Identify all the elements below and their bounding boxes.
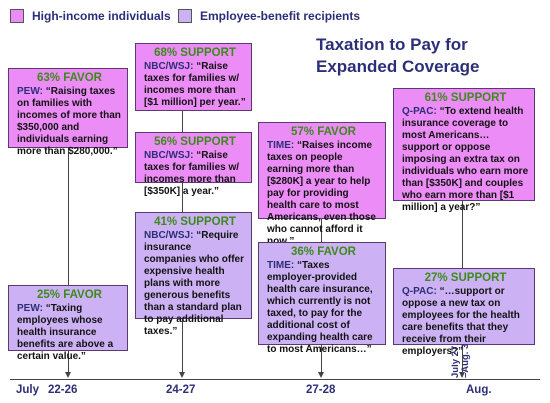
poll-question: “Require insurance companies who offer e…	[144, 230, 245, 337]
connector-line-pew	[68, 147, 69, 285]
poll-question: “Raise taxes for families w/ incomes mor…	[144, 61, 246, 108]
poll-source: NBC/WSJ:	[144, 150, 194, 161]
poll-result: 63% FAVOR	[37, 72, 102, 84]
poll-result: 41% SUPPORT	[154, 216, 236, 228]
poll-question: “Raises income taxes on people earning m…	[267, 140, 376, 247]
arrow-time	[318, 372, 324, 378]
connector-line-pew-lower	[68, 350, 69, 372]
connector-line-nbc-lower	[182, 318, 183, 372]
poll-source: NBC/WSJ:	[144, 61, 194, 72]
axis-label-22-26: 22-26	[48, 384, 78, 396]
poll-box-time-high-income: 57% FAVOR TIME: “Raises income taxes on …	[258, 122, 386, 247]
poll-source: Q-PAC:	[402, 106, 437, 117]
connector-line-time	[321, 218, 322, 242]
poll-result: 61% SUPPORT	[424, 92, 507, 104]
poll-box-nbc-350k: 56% SUPPORT NBC/WSJ: “Raise taxes for fa…	[135, 132, 252, 197]
poll-question: “Taxing employees whose health insurance…	[17, 303, 114, 362]
connector-line-nbc	[182, 110, 183, 132]
poll-source: Q-PAC:	[402, 286, 437, 297]
poll-question: “Taxes employer-provided health care ins…	[267, 260, 373, 355]
timeline-axis	[10, 379, 540, 380]
legend-employee: Employee-benefit recipients	[178, 9, 360, 23]
poll-result: 25% FAVOR	[37, 289, 102, 301]
poll-source: TIME:	[267, 260, 295, 271]
connector-line-nbc-mid	[182, 182, 183, 212]
poll-question: “Raising taxes on families with incomes …	[17, 86, 121, 157]
axis-label-aug: Aug.	[466, 384, 492, 396]
poll-box-qpac-high-income: 61% SUPPORT Q-PAC: “To extend health ins…	[393, 88, 535, 213]
poll-result: 68% SUPPORT	[154, 47, 236, 59]
axis-label-27-28: 27-28	[306, 384, 336, 396]
poll-source: PEW:	[17, 86, 43, 97]
connector-line-time-lower	[321, 344, 322, 372]
poll-question: “…support or oppose a new tax on employe…	[402, 286, 520, 357]
poll-source: PEW:	[17, 303, 43, 314]
legend-label-employee: Employee-benefit recipients	[200, 9, 361, 23]
poll-box-pew-high-income: 63% FAVOR PEW: “Raising taxes on familie…	[8, 68, 128, 157]
poll-result: 27% SUPPORT	[424, 272, 507, 284]
poll-question: “Raise taxes for families w/ incomes mor…	[144, 150, 240, 197]
arrow-qpac	[459, 372, 465, 378]
axis-label-24-27: 24-27	[166, 384, 196, 396]
poll-box-nbc-1m: 68% SUPPORT NBC/WSJ: “Raise taxes for fa…	[135, 43, 252, 111]
poll-source: TIME:	[267, 140, 295, 151]
poll-result: 56% SUPPORT	[154, 136, 236, 148]
poll-box-nbc-employee: 41% SUPPORT NBC/WSJ: “Require insurance …	[135, 212, 252, 337]
diagram-title: Taxation to Pay for Expanded Coverage	[316, 35, 480, 76]
legend-swatch-employee	[178, 9, 192, 23]
poll-result: 57% FAVOR	[291, 126, 356, 138]
poll-box-pew-employee: 25% FAVOR PEW: “Taxing employees whose h…	[8, 285, 128, 362]
poll-result: 36% FAVOR	[291, 246, 356, 258]
arrow-pew	[65, 372, 71, 378]
legend-high-income: High-income individuals	[10, 9, 171, 23]
poll-box-qpac-employee: 27% SUPPORT Q-PAC: “…support or oppose a…	[393, 268, 535, 357]
poll-source: NBC/WSJ:	[144, 230, 194, 241]
poll-question: “To extend health insurance coverage to …	[402, 106, 529, 213]
qpac-date-label: July 27 –Aug. 3	[450, 343, 471, 378]
legend-swatch-high-income	[10, 9, 24, 23]
connector-line-qpac-lower	[462, 344, 463, 372]
poll-box-time-employee: 36% FAVOR TIME: “Taxes employer-provided…	[258, 242, 386, 355]
arrow-nbc	[179, 372, 185, 378]
axis-label-july: July	[16, 384, 40, 396]
legend-label-high-income: High-income individuals	[32, 9, 171, 23]
connector-line-qpac	[462, 200, 463, 268]
